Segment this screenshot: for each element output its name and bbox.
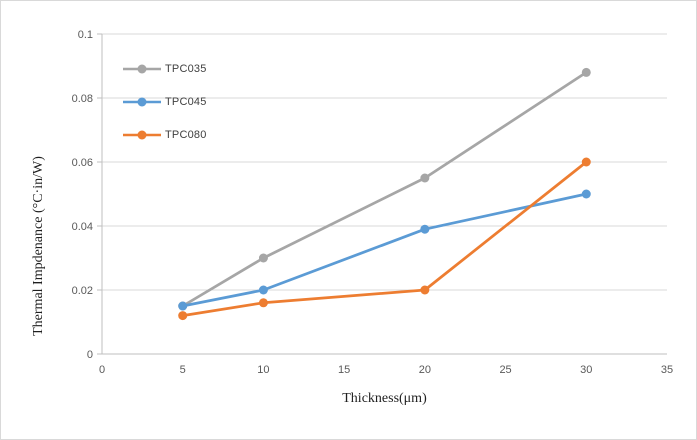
data-point-tpc045-x5 bbox=[178, 301, 188, 311]
legend-item-tpc045: TPC045 bbox=[123, 91, 207, 113]
data-point-tpc080-x10 bbox=[258, 298, 268, 308]
series-line-tpc045 bbox=[181, 192, 588, 308]
x-tick-label-10: 10 bbox=[257, 364, 269, 376]
data-point-tpc035-x10 bbox=[258, 253, 268, 263]
y-tick-label-0.1: 0.1 bbox=[78, 29, 93, 41]
y-tick-label-0.04: 0.04 bbox=[72, 221, 93, 233]
x-axis-title: Thickness(μm) bbox=[342, 391, 427, 406]
data-point-tpc045-x30 bbox=[581, 189, 591, 199]
y-tick-label-0.02: 0.02 bbox=[72, 285, 93, 297]
y-axis-title: Thermal Impdenance (°C·in/W) bbox=[31, 156, 46, 336]
data-point-tpc045-x20 bbox=[420, 224, 430, 234]
y-tick-label-0.06: 0.06 bbox=[72, 157, 93, 169]
series-line-tpc080 bbox=[181, 160, 588, 317]
data-point-tpc080-x20 bbox=[420, 285, 430, 295]
x-tick-label-20: 20 bbox=[419, 364, 431, 376]
legend-line-marker-tpc045 bbox=[123, 97, 161, 107]
data-point-tpc080-x5 bbox=[178, 311, 188, 321]
x-tick-label-30: 30 bbox=[580, 364, 592, 376]
data-point-tpc035-x20 bbox=[420, 173, 430, 183]
legend-item-tpc080: TPC080 bbox=[123, 124, 207, 146]
legend-label-tpc045: TPC045 bbox=[165, 96, 207, 108]
data-point-tpc045-x10 bbox=[258, 285, 268, 295]
legend-label-tpc080: TPC080 bbox=[165, 129, 207, 141]
legend-item-tpc035: TPC035 bbox=[123, 58, 207, 80]
y-tick-label-0.08: 0.08 bbox=[72, 93, 93, 105]
legend-label-tpc035: TPC035 bbox=[165, 63, 207, 75]
x-tick-label-5: 5 bbox=[180, 364, 186, 376]
legend: TPC035 TPC045 TPC080 bbox=[123, 58, 207, 146]
y-tick-label-0: 0 bbox=[87, 349, 93, 361]
legend-line-marker-tpc035 bbox=[123, 64, 161, 74]
x-tick-label-25: 25 bbox=[499, 364, 511, 376]
x-tick-label-35: 35 bbox=[661, 364, 673, 376]
data-point-tpc080-x30 bbox=[581, 157, 591, 167]
series-line-tpc035 bbox=[181, 71, 588, 308]
x-tick-label-15: 15 bbox=[338, 364, 350, 376]
x-tick-label-0: 0 bbox=[99, 364, 105, 376]
data-point-tpc035-x30 bbox=[581, 67, 591, 77]
legend-line-marker-tpc080 bbox=[123, 130, 161, 140]
